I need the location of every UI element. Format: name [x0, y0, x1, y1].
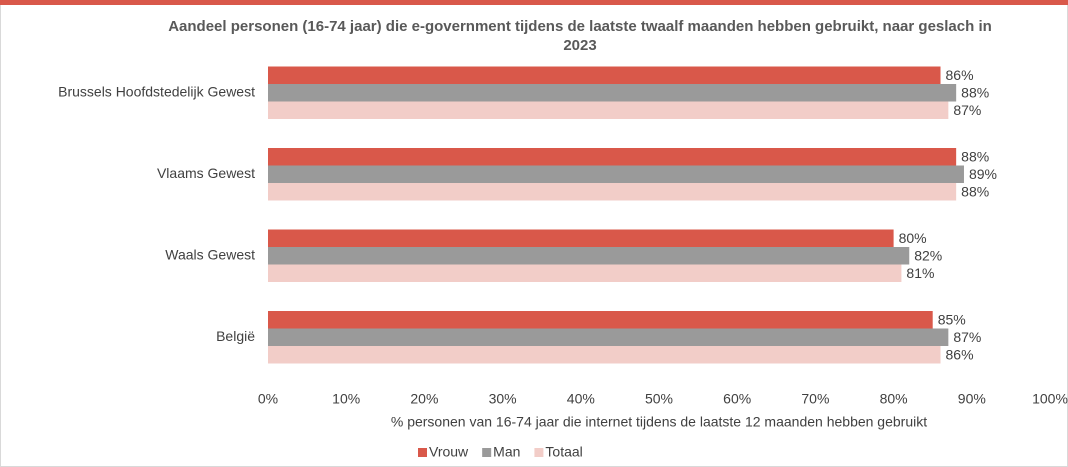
x-axis-title: % personen van 16-74 jaar die internet t… [391, 414, 927, 430]
value-label: 89% [969, 166, 997, 182]
legend-label: Totaal [545, 444, 582, 460]
value-label: 87% [953, 329, 981, 345]
x-tick-label: 30% [489, 391, 517, 407]
x-tick-label: 10% [332, 391, 360, 407]
legend-swatch [482, 448, 492, 457]
value-label: 85% [938, 311, 966, 327]
x-tick-label: 50% [645, 391, 673, 407]
top-bar [0, 0, 1068, 5]
value-label: 88% [961, 148, 989, 164]
value-label: 86% [946, 346, 974, 362]
value-label: 86% [946, 67, 974, 83]
value-label: 88% [961, 84, 989, 100]
bar [268, 229, 894, 247]
x-tick-label: 100% [1032, 391, 1068, 407]
value-label: 88% [961, 183, 989, 199]
bar [268, 101, 949, 119]
bar [268, 264, 902, 282]
x-tick-label: 0% [258, 391, 278, 407]
y-tick-label: Vlaams Gewest [157, 165, 255, 181]
x-tick-label: 70% [801, 391, 829, 407]
bar [268, 183, 957, 201]
bar [268, 66, 941, 84]
y-tick-label: België [216, 328, 255, 344]
legend-label: Man [493, 444, 520, 460]
x-tick-label: 20% [410, 391, 438, 407]
x-tick-label: 90% [958, 391, 986, 407]
y-tick-label: Brussels Hoofdstedelijk Gewest [58, 83, 255, 99]
value-label: 82% [914, 247, 942, 263]
bar [268, 311, 933, 329]
bar [268, 148, 957, 166]
bar [268, 84, 957, 102]
bar [268, 346, 941, 364]
value-label: 80% [899, 230, 927, 246]
bar [268, 247, 910, 265]
x-tick-label: 60% [723, 391, 751, 407]
legend-swatch [418, 448, 427, 457]
bar [268, 328, 949, 346]
x-tick-label: 80% [880, 391, 908, 407]
legend-swatch [534, 448, 544, 457]
value-label: 81% [906, 265, 934, 281]
value-label: 87% [953, 102, 981, 118]
x-tick-label: 40% [567, 391, 595, 407]
y-tick-label: Waals Gewest [165, 246, 255, 262]
legend-label: Vrouw [429, 444, 469, 460]
bar [268, 165, 964, 183]
chart-title: Aandeel personen (16-74 jaar) die e-gove… [168, 18, 992, 54]
